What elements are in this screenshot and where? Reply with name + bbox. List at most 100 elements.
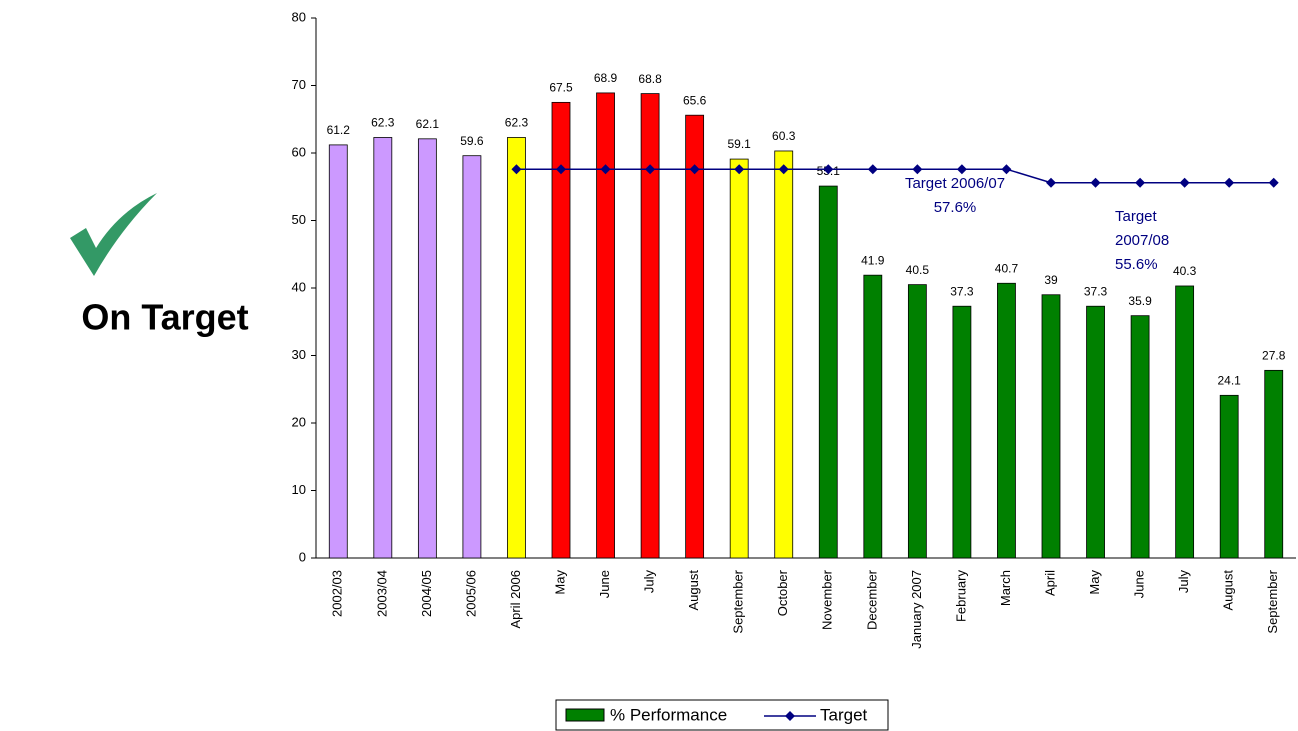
bar — [507, 137, 526, 559]
bar — [818, 185, 838, 559]
target-marker — [511, 164, 522, 175]
x-tick-label: January 2007 — [909, 570, 924, 649]
bar — [774, 150, 794, 559]
x-tick-label: 2005/06 — [463, 570, 478, 617]
y-tick-label: 0 — [299, 549, 306, 564]
bar — [596, 92, 615, 559]
value-label: 40.3 — [1173, 264, 1197, 278]
x-tick-label: August — [1221, 570, 1236, 611]
x-tick-label: May — [1087, 570, 1102, 595]
value-label: 24.1 — [1218, 373, 1242, 387]
target-marker — [734, 164, 745, 175]
target-marker — [689, 164, 700, 175]
x-tick-label: November — [820, 569, 835, 630]
x-tick-label: April — [1042, 570, 1057, 596]
bar — [1264, 369, 1284, 559]
y-tick-label: 20 — [292, 414, 306, 429]
value-label: 62.3 — [505, 116, 529, 130]
value-label: 37.3 — [1084, 284, 1108, 298]
bar — [997, 282, 1016, 559]
x-tick-label: July — [1176, 570, 1191, 594]
y-tick-label: 30 — [292, 347, 306, 362]
value-label: 68.8 — [638, 72, 662, 86]
value-label: 61.2 — [327, 123, 351, 137]
target-marker — [1135, 177, 1146, 188]
x-tick-label: March — [998, 570, 1013, 606]
target-marker — [1046, 177, 1056, 188]
bar — [1219, 394, 1239, 559]
legend-swatch — [565, 708, 605, 722]
x-tick-label: December — [864, 569, 879, 630]
value-label: 40.7 — [995, 261, 1019, 275]
value-label: 37.3 — [950, 284, 974, 298]
target-marker — [1268, 177, 1279, 188]
value-label: 35.9 — [1128, 294, 1152, 308]
bar — [863, 274, 883, 559]
y-tick-label: 60 — [292, 144, 306, 159]
y-tick-label: 50 — [292, 212, 306, 227]
value-label: 27.8 — [1262, 349, 1286, 363]
value-label: 65.6 — [683, 93, 707, 107]
target-marker — [1001, 164, 1012, 175]
bar — [417, 138, 437, 559]
value-label: 60.3 — [772, 129, 796, 143]
target-marker — [778, 164, 789, 175]
x-tick-label: October — [775, 569, 790, 616]
value-label: 59.1 — [728, 137, 752, 151]
target-marker — [1090, 177, 1101, 188]
bar — [952, 305, 972, 559]
legend-marker — [785, 711, 795, 721]
bar — [1175, 285, 1195, 559]
check-icon — [70, 193, 157, 276]
value-label: 59.6 — [460, 134, 484, 148]
annotation: Target — [1115, 208, 1158, 225]
legend-label: % Performance — [610, 705, 727, 724]
x-tick-label: June — [597, 570, 612, 598]
target-marker — [823, 164, 834, 175]
y-tick-label: 80 — [292, 9, 306, 24]
target-marker — [600, 164, 611, 175]
x-tick-label: February — [953, 570, 968, 623]
bar — [1086, 305, 1105, 559]
target-marker — [556, 164, 566, 175]
x-tick-label: June — [1132, 570, 1147, 598]
bar — [373, 137, 393, 559]
annotation: 57.6% — [934, 199, 977, 216]
annotation: 55.6% — [1115, 256, 1158, 273]
annotation: Target 2006/07 — [905, 175, 1005, 192]
legend-label: Target — [820, 705, 868, 724]
target-marker — [1224, 177, 1235, 188]
target-line — [516, 168, 1274, 184]
bar — [328, 144, 348, 559]
value-label: 39 — [1044, 273, 1058, 287]
value-label: 62.1 — [416, 117, 440, 131]
bar — [462, 155, 482, 559]
y-tick-label: 40 — [292, 279, 306, 294]
target-marker — [645, 164, 656, 175]
legend — [555, 699, 889, 731]
x-tick-label: August — [686, 570, 701, 611]
bar — [551, 101, 571, 559]
bar — [1041, 294, 1061, 559]
x-tick-label: 2002/03 — [330, 570, 345, 617]
target-marker — [956, 164, 967, 175]
x-tick-label: May — [552, 570, 567, 595]
x-tick-label: April 2006 — [508, 570, 523, 629]
bar — [1130, 315, 1150, 559]
y-tick-label: 10 — [292, 482, 306, 497]
value-label: 40.5 — [906, 263, 930, 277]
x-tick-label: September — [731, 569, 746, 633]
bar — [685, 114, 705, 559]
value-label: 62.3 — [371, 116, 395, 130]
bar — [640, 93, 660, 559]
target-marker — [912, 164, 923, 175]
target-marker — [867, 164, 878, 175]
x-tick-label: July — [642, 570, 657, 594]
y-tick-label: 70 — [292, 77, 306, 92]
value-label: 41.9 — [861, 253, 885, 267]
target-marker — [1179, 177, 1190, 188]
x-tick-label: 2004/05 — [419, 570, 434, 617]
annotation: 2007/08 — [1115, 232, 1169, 249]
bar — [907, 284, 927, 559]
